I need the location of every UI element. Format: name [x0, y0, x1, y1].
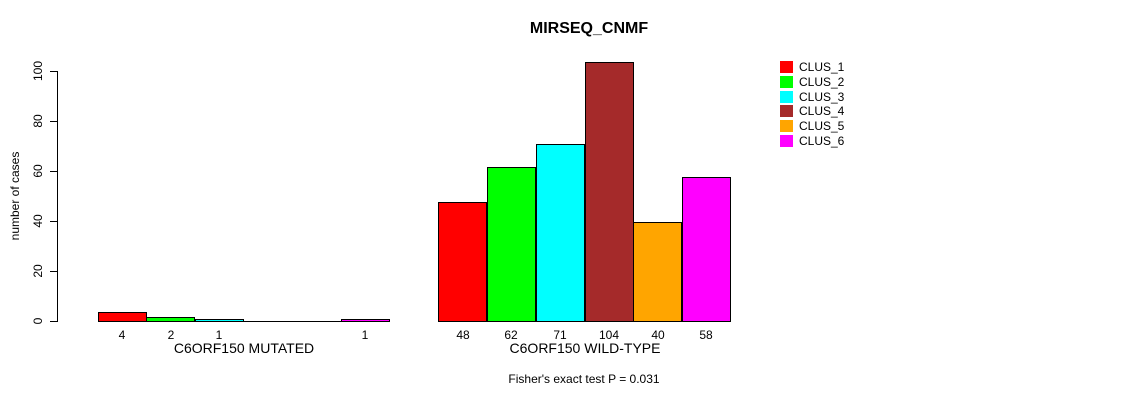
legend-swatch-clus_5	[780, 120, 793, 132]
bar-clus_5-group2	[633, 222, 682, 322]
chart-title: MIRSEQ_CNMF	[529, 20, 649, 37]
bar-clus_6-group2	[682, 177, 731, 322]
bar-value-label: 4	[118, 328, 126, 342]
y-axis-line	[57, 71, 58, 322]
legend-label-clus_5: CLUS_5	[799, 119, 845, 133]
y-axis-tick-label: 0	[31, 317, 45, 325]
bar-value-label: 1	[215, 328, 223, 342]
y-axis-tick	[50, 71, 57, 72]
y-axis-tick	[50, 171, 57, 172]
bar-clus_1-group1	[98, 312, 147, 322]
group-label: C6ORF150 MUTATED	[173, 340, 315, 356]
y-axis-tick	[50, 221, 57, 222]
y-axis-tick-label: 40	[31, 214, 45, 228]
bar-clus_3-group2	[536, 144, 585, 322]
y-axis-tick-label: 60	[31, 164, 45, 178]
legend-swatch-clus_6	[780, 135, 793, 147]
group-baseline	[98, 321, 390, 322]
group-label: C6ORF150 WILD-TYPE	[509, 340, 661, 356]
y-axis-tick	[50, 271, 57, 272]
bar-clus_6-group1	[341, 319, 390, 322]
fisher-test-note: Fisher's exact test P = 0.031	[508, 372, 660, 386]
y-axis-tick-label: 80	[31, 114, 45, 128]
bar-clus_3-group1	[195, 319, 244, 322]
bar-value-label: 62	[504, 328, 518, 342]
bar-value-label: 58	[699, 328, 713, 342]
y-axis-title: number of cases	[8, 151, 22, 241]
legend-label-clus_3: CLUS_3	[799, 90, 845, 104]
bar-value-label: 2	[167, 328, 175, 342]
bar-value-label: 48	[456, 328, 470, 342]
bar-value-label: 1	[361, 328, 369, 342]
bar-value-label: 104	[598, 328, 620, 342]
bar-clus_2-group1	[146, 317, 195, 322]
legend-label-clus_6: CLUS_6	[799, 134, 845, 148]
legend-label-clus_2: CLUS_2	[799, 75, 845, 89]
legend-swatch-clus_4	[780, 105, 793, 117]
y-axis-tick-label: 100	[31, 60, 45, 82]
bar-value-label: 40	[651, 328, 665, 342]
legend-swatch-clus_2	[780, 76, 793, 88]
y-axis-tick	[50, 321, 57, 322]
bar-clus_1-group2	[438, 202, 487, 322]
y-axis-tick-label: 20	[31, 264, 45, 278]
y-axis-tick	[50, 121, 57, 122]
legend-swatch-clus_1	[780, 61, 793, 73]
legend-label-clus_4: CLUS_4	[799, 104, 845, 118]
bar-clus_4-group2	[585, 62, 634, 322]
legend-swatch-clus_3	[780, 91, 793, 103]
bar-value-label: 71	[553, 328, 567, 342]
legend-label-clus_1: CLUS_1	[799, 60, 845, 74]
bar-clus_2-group2	[487, 167, 536, 322]
